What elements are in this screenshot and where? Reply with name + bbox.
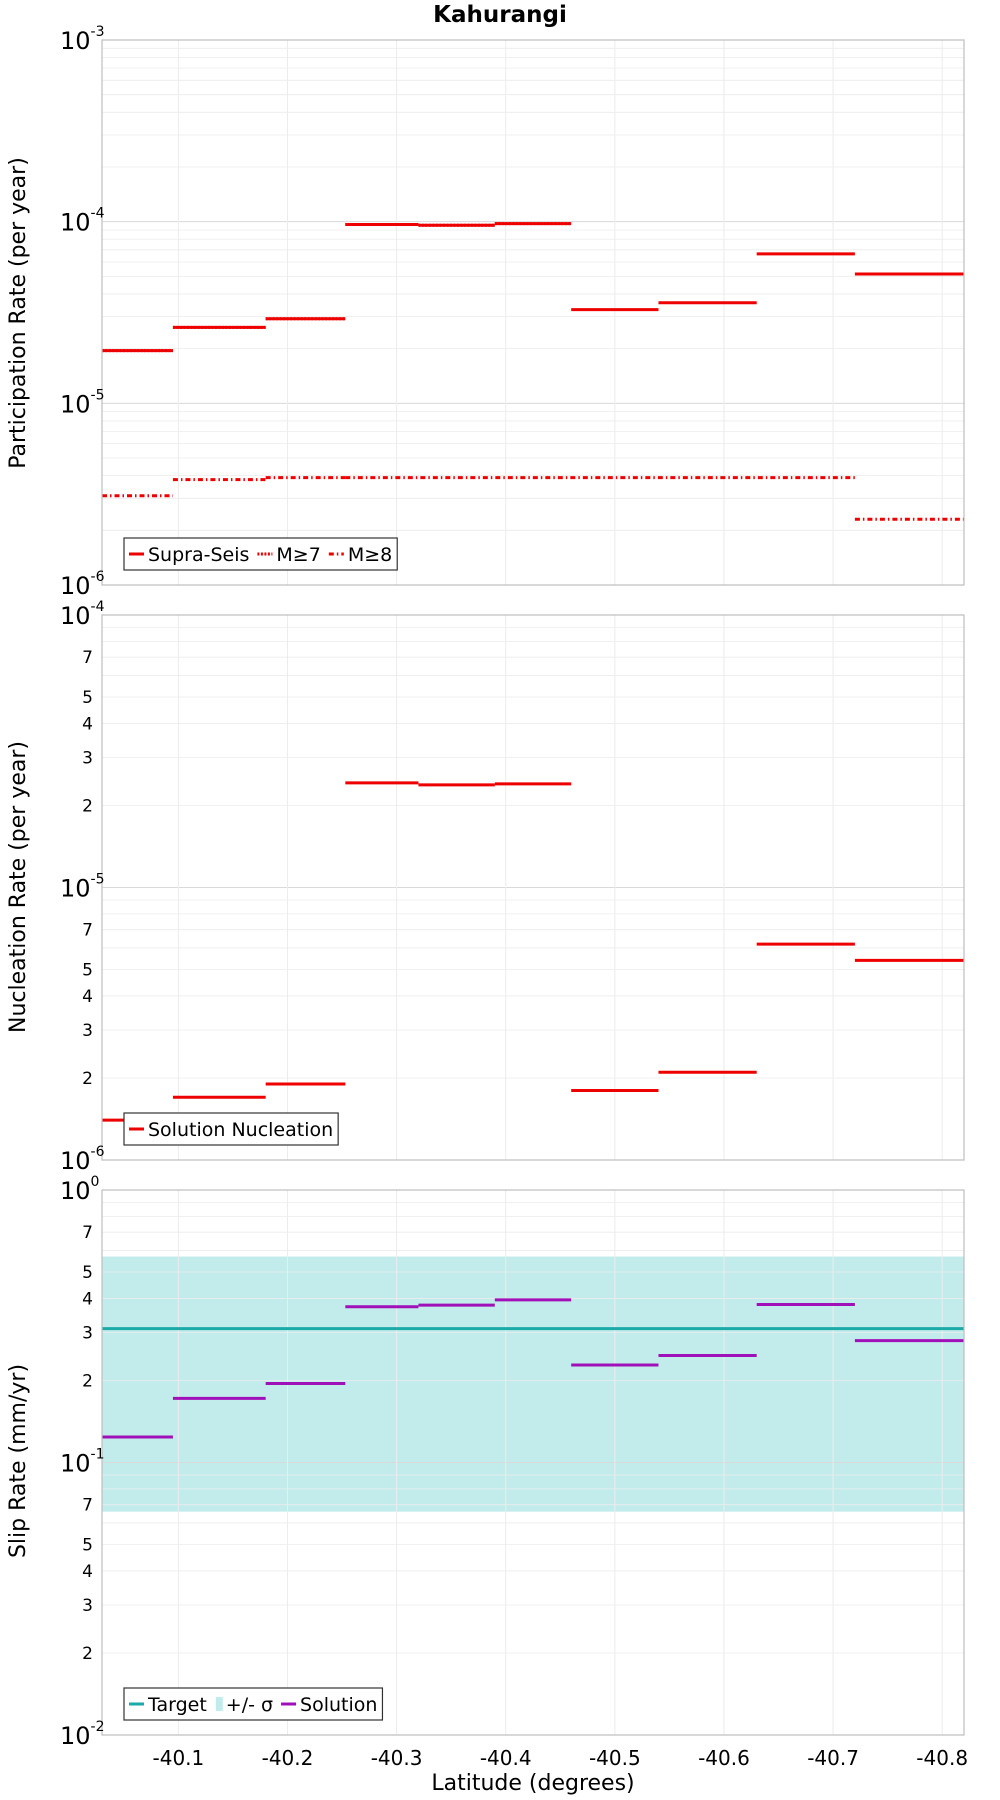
legend-label: Supra-Seis (148, 544, 249, 566)
series-m-8 (102, 476, 964, 521)
legend-label: Solution Nucleation (148, 1119, 333, 1141)
slip-rate-y-axis-label: Slip Rate (mm/yr) (6, 1364, 31, 1558)
series-solution-nucleation (102, 781, 964, 1122)
y-tick-label: 10-4 (60, 206, 105, 237)
y-minor-tick-label: 2 (82, 1069, 93, 1089)
plot-frame (101, 39, 965, 586)
nucleation-panel: 10-4 10-5 10-6 7 5 4 3 2 7 5 4 3 2 Solution Nucleatio… (60, 599, 965, 1175)
y-minor-tick-label: 5 (82, 1536, 93, 1556)
slip-rate-panel: 100 10-1 10-2 7 5 4 3 2 7 5 4 3 2 -40.1 -40.2 -40.3 -40.… (60, 1174, 968, 1770)
y-tick-label: 100 (60, 1174, 99, 1205)
legend-box (123, 537, 398, 571)
x-tick-label: -40.8 (916, 1746, 968, 1770)
series-m-7 (102, 222, 572, 353)
y-minor-tick-label: 3 (82, 1323, 93, 1343)
legend-label: Target (147, 1694, 207, 1716)
plot-area (102, 40, 964, 585)
y-minor-tick-label: 5 (82, 961, 93, 981)
y-minor-tick-label: 7 (82, 921, 93, 941)
x-tick-label: -40.6 (698, 1746, 750, 1770)
x-tick-label: -40.3 (371, 1746, 423, 1770)
plot-frame (101, 614, 965, 1161)
legend-label: M≥7 (276, 544, 320, 566)
y-tick-label: 10-6 (60, 569, 105, 600)
y-tick-label: 10-5 (60, 387, 105, 418)
y-minor-tick-label: 3 (82, 1021, 93, 1041)
y-minor-tick-label: 4 (82, 1562, 93, 1582)
x-tick-label: -40.2 (262, 1746, 314, 1770)
y-minor-tick-label: 7 (82, 648, 93, 668)
y-tick-label: 10-4 (60, 599, 105, 630)
y-tick-label: 10-1 (60, 1447, 105, 1478)
participation-y-axis-label: Participation Rate (per year) (6, 157, 31, 469)
nucleation-y-axis-label: Nucleation Rate (per year) (6, 741, 31, 1033)
legend-box (123, 1112, 339, 1146)
participation-panel: 10-3 10-4 10-5 10-6 Supra-Seis M≥7 M≥8 (60, 24, 965, 600)
legend-label: +/- σ (226, 1694, 273, 1716)
plot-frame (101, 1189, 965, 1736)
x-tick-label: -40.1 (153, 1746, 205, 1770)
y-minor-tick-label: 3 (82, 1596, 93, 1616)
x-tick-label: -40.5 (589, 1746, 641, 1770)
legend-label: M≥8 (348, 544, 392, 566)
y-tick-label: 10-2 (60, 1719, 105, 1750)
legend-box (123, 1687, 384, 1721)
chart-title: Kahurangi (433, 2, 567, 28)
y-minor-tick-label: 4 (82, 987, 93, 1007)
y-minor-tick-label: 7 (82, 1223, 93, 1243)
y-tick-label: 10-5 (60, 872, 105, 903)
x-tick-label: -40.4 (480, 1746, 532, 1770)
y-minor-tick-label: 2 (82, 1371, 93, 1391)
y-minor-tick-label: 3 (82, 748, 93, 768)
y-tick-label: 10-6 (60, 1144, 105, 1175)
y-minor-tick-label: 2 (82, 1644, 93, 1664)
y-minor-tick-label: 7 (82, 1496, 93, 1516)
y-minor-tick-label: 2 (82, 796, 93, 816)
series-solution (102, 1298, 964, 1439)
y-minor-tick-label: 4 (82, 714, 93, 734)
y-tick-label: 10-3 (60, 24, 105, 55)
y-minor-tick-label: 4 (82, 1289, 93, 1309)
x-axis-label: Latitude (degrees) (431, 1771, 634, 1796)
y-minor-tick-label: 5 (82, 688, 93, 708)
legend-label: Solution (300, 1694, 377, 1716)
legend-swatch (215, 1697, 223, 1711)
sigma-band (102, 1256, 964, 1512)
x-tick-label: -40.7 (807, 1746, 859, 1770)
y-minor-tick-label: 5 (82, 1263, 93, 1283)
